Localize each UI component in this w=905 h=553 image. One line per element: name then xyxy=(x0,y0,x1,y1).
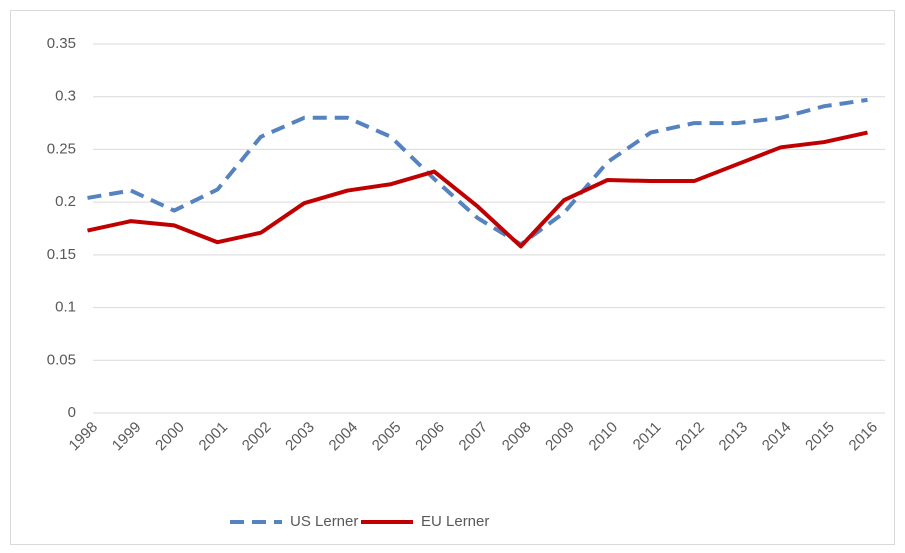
y-tick-label: 0.2 xyxy=(55,193,76,210)
y-tick-label: 0 xyxy=(68,404,76,421)
series-line xyxy=(87,130,868,249)
series-line xyxy=(87,97,868,247)
y-tick-label: 0.15 xyxy=(47,246,76,263)
y-tick-label: 0.1 xyxy=(55,299,76,316)
legend-label: EU Lerner xyxy=(421,513,489,530)
y-tick-label: 0.05 xyxy=(47,351,76,368)
y-tick-label: 0.3 xyxy=(55,88,76,105)
legend-label: US Lerner xyxy=(290,513,358,530)
y-tick-label: 0.25 xyxy=(47,140,76,157)
y-tick-label: 0.35 xyxy=(47,35,76,52)
chart-frame xyxy=(10,10,895,545)
